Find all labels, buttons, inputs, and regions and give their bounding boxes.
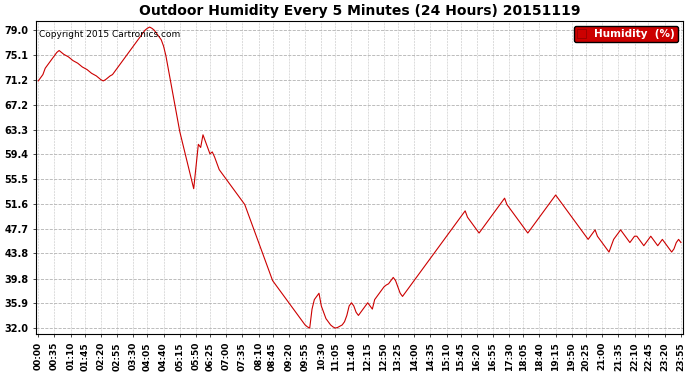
Title: Outdoor Humidity Every 5 Minutes (24 Hours) 20151119: Outdoor Humidity Every 5 Minutes (24 Hou…: [139, 4, 580, 18]
Legend: Humidity  (%): Humidity (%): [574, 26, 678, 42]
Text: Copyright 2015 Cartronics.com: Copyright 2015 Cartronics.com: [39, 30, 180, 39]
